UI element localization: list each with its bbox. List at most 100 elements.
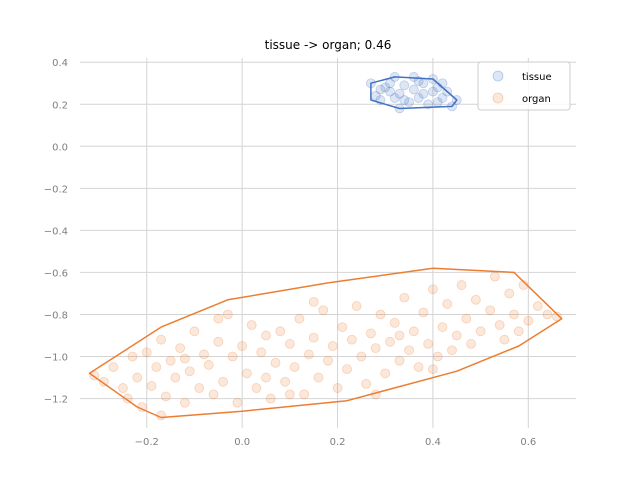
organ-point	[199, 349, 209, 360]
organ-point	[127, 351, 138, 362]
organ-point	[552, 311, 562, 322]
organ-point	[385, 336, 395, 347]
organ-point	[137, 402, 147, 412]
organ-point	[542, 309, 553, 320]
tissue-point	[408, 84, 419, 95]
organ-point	[490, 271, 500, 282]
organ-point	[118, 383, 128, 393]
organ-point	[470, 294, 481, 305]
organ-point	[404, 345, 414, 356]
organ-point	[418, 307, 429, 318]
organ-point	[170, 372, 181, 383]
organ-point	[280, 376, 290, 387]
organ-point	[308, 296, 319, 307]
y-tick-label: −1.2	[44, 395, 68, 406]
organ-point	[98, 376, 109, 387]
legend-label-tissue: tissue	[522, 72, 552, 83]
organ-point	[194, 383, 205, 393]
organ-point	[518, 280, 529, 290]
organ-point	[485, 305, 496, 316]
organ-point	[504, 288, 515, 299]
tissue-point	[428, 74, 438, 84]
organ-point	[370, 343, 381, 354]
organ-point	[141, 347, 152, 358]
organ-point	[342, 364, 352, 375]
organ-point	[337, 322, 348, 332]
organ-point	[165, 355, 176, 366]
y-tick-label: −1.0	[44, 353, 68, 364]
tissue-point	[375, 84, 386, 95]
organ-point	[437, 322, 448, 332]
organ-point	[523, 315, 534, 326]
tissue-point	[394, 103, 405, 114]
tissue-point	[428, 86, 438, 97]
organ-point	[151, 362, 162, 372]
legend-label-organ: organ	[522, 94, 551, 105]
organ-point	[284, 389, 295, 400]
tissue-point	[385, 78, 395, 89]
organ-point	[146, 381, 157, 391]
legend: tissue organ	[477, 61, 571, 111]
tissue-point	[432, 97, 443, 108]
organ-point	[509, 309, 519, 320]
grid-lines	[80, 58, 576, 428]
legend-marker-tissue	[492, 70, 504, 82]
tissue-point	[432, 82, 443, 93]
organ-point	[413, 362, 424, 372]
legend-box	[477, 61, 571, 111]
organ-point	[218, 376, 228, 387]
organ-point	[304, 349, 314, 360]
organ-point	[108, 362, 119, 372]
organ-point	[461, 313, 472, 324]
organ-point	[275, 326, 286, 337]
tissue-point	[399, 95, 410, 105]
tissue-point	[408, 72, 419, 82]
organ-point	[261, 330, 271, 341]
organ-point	[432, 351, 443, 362]
chart-title: tissue -> organ; 0.46	[265, 38, 392, 52]
tissue-point	[447, 101, 457, 112]
organ-point	[270, 357, 281, 368]
y-tick-label: −0.8	[44, 310, 68, 321]
organ-point	[513, 326, 524, 337]
organ-point	[327, 341, 338, 351]
y-tick-label: 0.4	[52, 58, 68, 69]
hull-layer	[88, 76, 563, 419]
organ-point	[423, 339, 434, 349]
organ-point	[394, 355, 405, 366]
tissue-point	[375, 95, 386, 105]
tissue-point	[399, 80, 410, 91]
organ-point	[213, 313, 224, 324]
tissue-point	[380, 82, 391, 93]
organ-point	[232, 397, 243, 408]
organ-point	[318, 305, 329, 316]
organ-point	[184, 366, 195, 377]
organ-point	[132, 372, 143, 383]
organ-point	[346, 334, 357, 345]
organ-point	[203, 360, 214, 370]
organ-point	[408, 326, 419, 337]
organ-point	[499, 334, 510, 345]
organ-point	[361, 378, 372, 389]
tissue-point	[423, 99, 434, 110]
organ-point	[299, 389, 310, 400]
organ-point	[366, 328, 376, 339]
axis-tick-labels: −0.2 0.0 0.2 0.4 0.6 0.4 0.2 0.0 −0.2 −0.4 −0.6 −0.…	[44, 58, 537, 448]
organ-point	[351, 301, 362, 311]
organ-point	[428, 364, 438, 375]
organ-point	[323, 355, 333, 366]
organ-point	[180, 353, 190, 364]
tissue-point	[404, 97, 414, 108]
organ-point	[208, 389, 219, 400]
organ-point	[227, 351, 238, 362]
y-tick-label: 0.0	[52, 142, 68, 153]
organ-point	[442, 299, 453, 309]
x-tick-label: 0.4	[425, 437, 441, 448]
y-tick-label: 0.2	[52, 100, 68, 111]
point-layer	[89, 72, 562, 421]
organ-point	[175, 343, 186, 354]
organ-point	[428, 284, 438, 295]
organ-point	[237, 341, 248, 351]
tissue-point	[413, 93, 424, 103]
